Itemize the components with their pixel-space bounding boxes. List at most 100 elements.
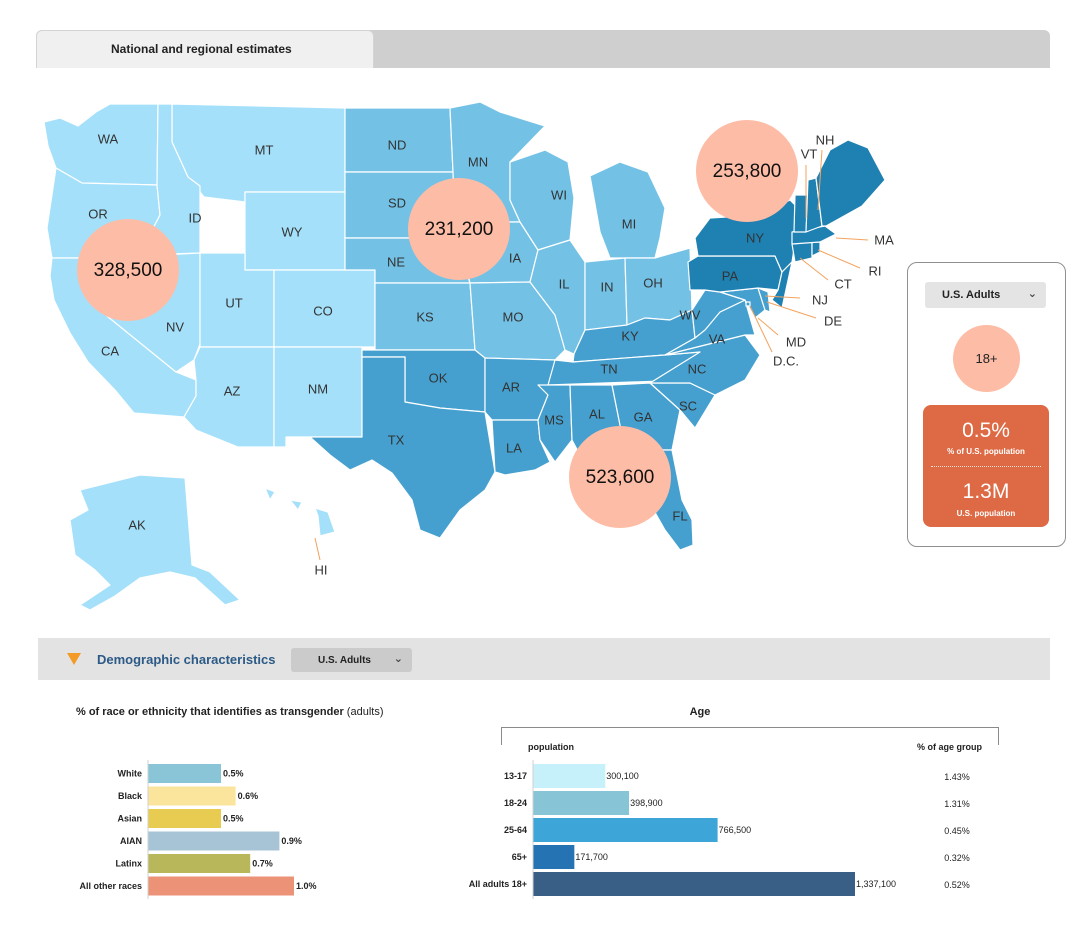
state-label-la: LA	[506, 440, 522, 455]
age-category-label: All adults 18+	[469, 879, 527, 889]
state-label-ne: NE	[387, 254, 405, 269]
callout-leader-line	[764, 295, 801, 299]
age-value-label: 300,100	[606, 771, 639, 781]
race-category-label: Latinx	[115, 859, 142, 869]
state-label-mt: MT	[255, 142, 274, 157]
race-chart-title: % of race or ethnicity that identifies a…	[76, 706, 384, 718]
callout-leader-line	[817, 249, 861, 269]
state-in[interactable]	[584, 257, 628, 333]
percent-label: % of U.S. population	[947, 447, 1025, 456]
state-label-wv: WV	[680, 307, 701, 322]
race-category-label: All other races	[79, 881, 142, 891]
state-label-dc: D.C.	[773, 353, 799, 368]
race-bar[interactable]	[148, 854, 251, 873]
race-bar-chart: White 0.5% Black 0.6% Asian 0.5% AIAN 0.9% Latin…	[79, 760, 317, 899]
race-bar[interactable]	[148, 764, 221, 783]
callout-leader-line	[799, 257, 829, 281]
race-bar[interactable]	[148, 831, 280, 851]
region-value-west: 328,500	[94, 260, 163, 281]
chevron-down-icon: ⌄	[1027, 288, 1037, 300]
state-label-wi: WI	[551, 187, 567, 202]
population-stats: 0.5% % of U.S. population 1.3M U.S. popu…	[923, 405, 1049, 527]
age-bar[interactable]	[533, 845, 575, 869]
percent-value: 0.5%	[962, 419, 1010, 442]
state-hi[interactable]	[264, 487, 336, 537]
state-label-hi: HI	[315, 562, 328, 577]
state-label-wy: WY	[282, 224, 303, 239]
age-category-label: 13-17	[504, 771, 527, 781]
state-ak[interactable]	[69, 474, 241, 611]
triangle-down-icon[interactable]	[67, 653, 81, 665]
percent-column-header: % of age group	[917, 742, 982, 752]
age-category-label: 18-24	[504, 798, 527, 808]
age-percent-label: 0.45%	[944, 826, 970, 836]
state-label-az: AZ	[224, 383, 241, 398]
state-label-fl: FL	[672, 508, 687, 523]
state-label-ut: UT	[225, 295, 242, 310]
age-bar[interactable]	[533, 872, 855, 896]
population-select[interactable]: U.S. Adults ⌄	[925, 282, 1046, 308]
region-bubble-south[interactable]	[569, 426, 671, 528]
chevron-down-icon: ⌄	[393, 653, 403, 665]
demographic-title[interactable]: Demographic characteristics	[97, 652, 276, 667]
state-tx[interactable]	[309, 356, 496, 539]
state-label-sd: SD	[388, 195, 406, 210]
state-dc[interactable]	[745, 301, 751, 307]
state-label-nm: NM	[308, 381, 328, 396]
race-value-label: 0.5%	[223, 814, 244, 824]
state-mi[interactable]	[589, 161, 666, 259]
age-value-label: 398,900	[630, 798, 663, 808]
age-category-label: 25-64	[504, 825, 527, 835]
state-label-mi: MI	[622, 216, 636, 231]
state-nc[interactable]	[649, 334, 761, 396]
age-category-label: 65+	[512, 852, 527, 862]
age-group-badge: 18+	[953, 325, 1020, 392]
callout-leader-line	[749, 305, 773, 353]
state-de[interactable]	[757, 287, 771, 313]
state-label-ct: CT	[834, 276, 851, 291]
state-label-nj: NJ	[812, 292, 828, 307]
callout-leader-line	[835, 237, 869, 241]
age-bar[interactable]	[533, 791, 630, 815]
age-bar[interactable]	[533, 764, 606, 788]
demographic-select[interactable]: U.S. Adults ⌄	[291, 648, 412, 672]
state-label-ri: RI	[869, 263, 882, 278]
callout-leader-line	[314, 537, 321, 561]
stats-divider	[931, 466, 1041, 467]
state-label-or: OR	[88, 206, 108, 221]
race-value-label: 0.5%	[223, 769, 244, 779]
callout-leader-line	[757, 317, 779, 336]
count-label: U.S. population	[956, 509, 1016, 518]
state-label-mn: MN	[468, 154, 488, 169]
state-label-ks: KS	[416, 309, 434, 324]
age-value-label: 766,500	[719, 825, 752, 835]
region-bubble-midwest[interactable]	[408, 178, 510, 280]
race-bar[interactable]	[148, 809, 221, 828]
age-percent-label: 1.31%	[944, 799, 970, 809]
race-value-label: 0.9%	[281, 836, 302, 846]
demographic-header[interactable]: Demographic characteristics U.S. Adults …	[38, 638, 1050, 680]
state-label-ar: AR	[502, 379, 520, 394]
region-bubble-west[interactable]	[77, 219, 179, 321]
state-label-tx: TX	[388, 432, 405, 447]
race-bar[interactable]	[148, 786, 236, 806]
race-category-label: White	[118, 769, 143, 779]
state-label-id: ID	[189, 210, 202, 225]
state-label-ok: OK	[429, 370, 448, 385]
age-bar-chart: 13-17 300,100 1.43% 18-24 398,900 1.31% 25-64 7…	[469, 760, 970, 899]
race-bar[interactable]	[148, 876, 294, 896]
region-value-midwest: 231,200	[425, 219, 494, 240]
state-ri[interactable]	[811, 241, 821, 257]
state-label-ny: NY	[746, 230, 764, 245]
age-bar[interactable]	[533, 818, 718, 842]
state-label-co: CO	[313, 303, 333, 318]
state-nm[interactable]	[273, 346, 363, 448]
age-percent-label: 0.32%	[944, 853, 970, 863]
region-value-south: 523,600	[586, 467, 655, 488]
region-bubble-northeast[interactable]	[696, 120, 798, 222]
age-chart-frame	[501, 727, 999, 745]
state-me[interactable]	[815, 139, 886, 227]
tab-national-regional[interactable]: National and regional estimates	[36, 30, 374, 68]
callout-leader-line	[766, 301, 817, 319]
state-label-ia: IA	[509, 250, 522, 265]
